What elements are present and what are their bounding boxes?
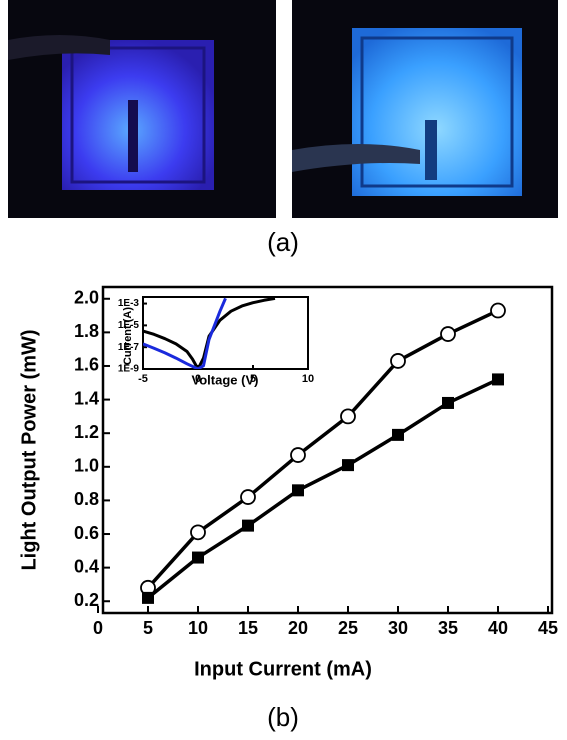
marker <box>240 489 256 505</box>
marker <box>190 524 206 541</box>
inset-x-label: Voltage (V) <box>192 372 259 387</box>
plot-frame <box>101 285 554 615</box>
plot-area <box>140 302 506 604</box>
series-line <box>146 308 499 589</box>
y-tick-label: 2.0 <box>74 288 99 308</box>
x-tick-label: 15 <box>238 618 258 638</box>
marker <box>192 551 204 564</box>
y-tick-label: 1E-3 <box>118 298 140 309</box>
marker <box>242 519 254 532</box>
marker <box>390 353 406 369</box>
probe <box>292 144 420 172</box>
panel-label: (a) <box>267 227 299 257</box>
y-tick-label: 0.8 <box>74 489 99 509</box>
x-tick-label: 30 <box>388 618 408 638</box>
x-tick-label: 45 <box>538 618 558 638</box>
y-tick-label: 1E-9 <box>118 364 140 375</box>
x-tick-label: 35 <box>438 618 458 638</box>
plot-area <box>143 297 276 369</box>
marker <box>440 326 456 342</box>
device-frame <box>70 46 206 184</box>
marker <box>492 373 504 386</box>
y-tick-label: 1.6 <box>74 355 99 375</box>
marker <box>442 396 454 409</box>
device-stripe <box>425 120 437 180</box>
x-tick-label: 0 <box>195 373 201 385</box>
marker <box>342 459 354 472</box>
inset-frame <box>142 296 309 370</box>
marker <box>340 408 356 425</box>
marker <box>490 302 506 319</box>
x-tick-label: 5 <box>250 373 256 385</box>
x-tick-label: 5 <box>143 618 153 638</box>
marker <box>142 591 154 604</box>
x-tick-label: 0 <box>93 618 103 638</box>
inset-y-label: Current (A) <box>122 307 134 365</box>
x-tick-label: 10 <box>188 618 208 638</box>
series-line <box>143 297 227 369</box>
series-line <box>143 297 276 369</box>
y-axis-label: Light Output Power (mW) <box>18 329 40 570</box>
x-axis-label: Input Current (mA) <box>194 658 372 680</box>
device-stripe <box>128 100 138 172</box>
panel-label: (b) <box>267 702 299 732</box>
y-tick-label: 1E-7 <box>118 342 140 353</box>
marker <box>290 447 306 463</box>
x-tick-label: -5 <box>138 373 148 385</box>
y-tick-label: 0.4 <box>74 556 99 576</box>
device-frame <box>360 36 514 188</box>
x-tick-label: 10 <box>302 373 314 385</box>
y-tick-label: 0.2 <box>74 590 99 610</box>
marker <box>392 428 404 441</box>
series-line <box>146 377 499 600</box>
y-tick-label: 1.0 <box>74 456 99 476</box>
x-tick-label: 25 <box>338 618 358 638</box>
probe <box>8 35 110 60</box>
y-tick-label: 1.8 <box>74 321 99 341</box>
x-tick-label: 20 <box>288 618 308 638</box>
y-tick-label: 1.4 <box>74 388 99 408</box>
y-tick-label: 1E-5 <box>118 320 140 331</box>
y-tick-label: 1.2 <box>74 422 99 442</box>
x-tick-label: 40 <box>488 618 508 638</box>
y-tick-label: 0.6 <box>74 523 99 543</box>
marker <box>292 484 304 497</box>
